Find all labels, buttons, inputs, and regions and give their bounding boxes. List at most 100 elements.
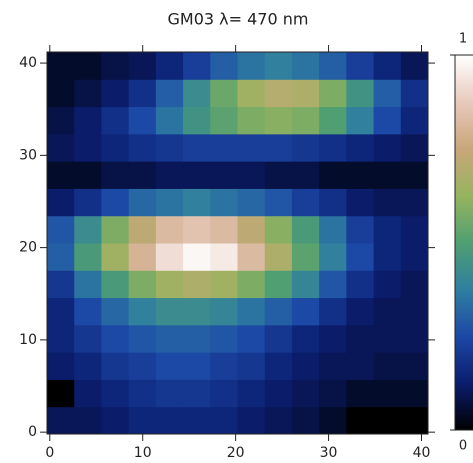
heat-cell bbox=[210, 161, 238, 189]
heat-cell bbox=[183, 379, 211, 408]
heat-cell bbox=[400, 79, 429, 108]
heat-cell bbox=[373, 106, 402, 135]
heat-cell bbox=[210, 297, 238, 326]
heat-cell bbox=[128, 270, 157, 299]
y-tick-label: 30 bbox=[19, 147, 37, 163]
heat-cell bbox=[155, 324, 184, 353]
heat-cell bbox=[155, 352, 184, 380]
heat-cell bbox=[47, 52, 75, 80]
heat-cell bbox=[291, 297, 320, 326]
heat-cell bbox=[319, 324, 347, 353]
x-tick-label: 40 bbox=[413, 445, 431, 461]
heat-cell bbox=[101, 297, 130, 326]
heat-cell bbox=[74, 79, 102, 108]
heat-cell bbox=[237, 52, 266, 80]
heat-cell bbox=[319, 79, 347, 108]
heat-cell bbox=[400, 161, 429, 189]
heat-cell bbox=[101, 215, 130, 244]
heat-cell bbox=[101, 379, 130, 408]
colorbar-label: 0 bbox=[459, 439, 467, 454]
heat-cell bbox=[400, 215, 429, 244]
heat-cell bbox=[74, 243, 102, 271]
heat-cell bbox=[210, 133, 238, 162]
x-tick-label: 10 bbox=[134, 445, 152, 461]
heat-cell bbox=[47, 324, 75, 353]
chart-title: GM03 λ= 470 nm bbox=[168, 10, 309, 29]
colorbar-label: 1 bbox=[459, 32, 467, 47]
heat-cell bbox=[346, 379, 375, 408]
heat-cell bbox=[264, 133, 293, 162]
heat-cell bbox=[101, 161, 130, 189]
heat-cell bbox=[264, 379, 293, 408]
heat-cell bbox=[155, 188, 184, 217]
heat-cell bbox=[373, 161, 402, 189]
heat-cell bbox=[210, 324, 238, 353]
heat-cell bbox=[128, 133, 157, 162]
heat-cell bbox=[291, 352, 320, 380]
heat-cell bbox=[210, 215, 238, 244]
heat-cell bbox=[47, 379, 75, 408]
heat-cell bbox=[101, 270, 130, 299]
heat-cell bbox=[291, 79, 320, 108]
heat-cell bbox=[346, 406, 375, 435]
heat-cell bbox=[155, 297, 184, 326]
x-tick-label: 30 bbox=[320, 445, 338, 461]
heat-cell bbox=[155, 270, 184, 299]
heat-cell bbox=[128, 243, 157, 271]
heat-cell bbox=[373, 352, 402, 380]
heat-cell bbox=[74, 379, 102, 408]
heat-cell bbox=[264, 215, 293, 244]
heat-cell bbox=[155, 379, 184, 408]
heat-cell bbox=[373, 324, 402, 353]
heat-cell bbox=[74, 270, 102, 299]
heat-cell bbox=[128, 406, 157, 435]
heat-cell bbox=[74, 215, 102, 244]
heat-cell bbox=[346, 188, 375, 217]
heat-cell bbox=[400, 324, 429, 353]
colorbar bbox=[454, 54, 473, 431]
heat-cell bbox=[210, 188, 238, 217]
heat-cell bbox=[291, 215, 320, 244]
heat-cell bbox=[373, 79, 402, 108]
heat-cell bbox=[155, 406, 184, 435]
heat-cell bbox=[264, 406, 293, 435]
heat-cell bbox=[101, 79, 130, 108]
heat-cell bbox=[101, 133, 130, 162]
heat-cell bbox=[319, 406, 347, 435]
heat-cell bbox=[373, 52, 402, 80]
heat-cell bbox=[47, 297, 75, 326]
heat-cell bbox=[264, 324, 293, 353]
heat-cell bbox=[183, 188, 211, 217]
heat-cell bbox=[319, 188, 347, 217]
heat-cell bbox=[400, 406, 429, 435]
heat-cell bbox=[183, 106, 211, 135]
x-tick-label: 0 bbox=[45, 445, 54, 461]
heat-cell bbox=[291, 324, 320, 353]
heat-cell bbox=[319, 379, 347, 408]
y-tick-label: 10 bbox=[19, 332, 37, 348]
heat-cell bbox=[155, 215, 184, 244]
heat-cell bbox=[237, 133, 266, 162]
heat-cell bbox=[74, 188, 102, 217]
heat-cell bbox=[74, 297, 102, 326]
y-tick-label: 20 bbox=[19, 240, 37, 256]
heat-cell bbox=[264, 106, 293, 135]
heat-cell bbox=[264, 270, 293, 299]
heat-cell bbox=[47, 188, 75, 217]
heat-cell bbox=[74, 161, 102, 189]
heat-cell bbox=[291, 106, 320, 135]
heat-cell bbox=[373, 215, 402, 244]
heat-cell bbox=[183, 79, 211, 108]
heat-cell bbox=[210, 352, 238, 380]
heat-cell bbox=[183, 352, 211, 380]
heat-cell bbox=[155, 52, 184, 80]
heat-cell bbox=[264, 297, 293, 326]
heat-cell bbox=[237, 79, 266, 108]
heat-cell bbox=[47, 106, 75, 135]
heat-cell bbox=[47, 79, 75, 108]
heat-cell bbox=[47, 243, 75, 271]
heat-cell bbox=[264, 52, 293, 80]
heat-cell bbox=[74, 352, 102, 380]
